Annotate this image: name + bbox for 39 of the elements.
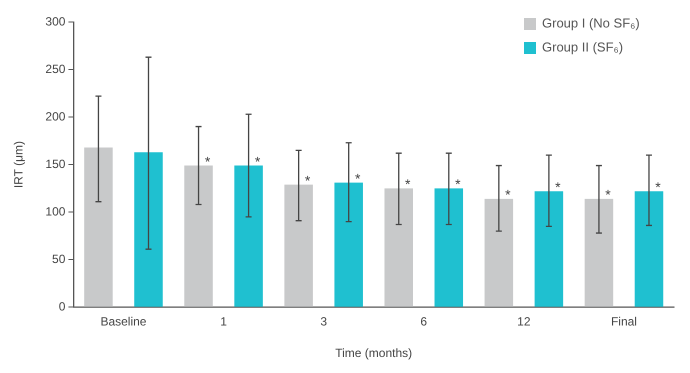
annotation: * [304, 172, 311, 188]
y-tick-label: 250 [45, 62, 66, 76]
bar [134, 152, 163, 307]
x-tick-label: 6 [420, 314, 428, 329]
x-tick-label: Final [610, 314, 637, 329]
bar [584, 198, 614, 307]
bar [534, 191, 564, 307]
bar [334, 182, 363, 307]
y-tick-label: 0 [58, 300, 66, 314]
bar [384, 188, 413, 307]
y-tick-label: 150 [45, 156, 66, 171]
y-tick-label: 300 [45, 14, 66, 28]
x-tick-label: 3 [320, 314, 328, 329]
legend-label: Group II (SF₆) [542, 40, 624, 55]
bar [634, 191, 664, 307]
bar [184, 166, 213, 307]
x-tick-label: 1 [220, 314, 228, 329]
annotation: * [204, 153, 211, 170]
annotation: * [505, 186, 512, 203]
annotation: * [254, 153, 261, 170]
annotation: * [605, 186, 612, 203]
bar [84, 147, 113, 307]
legend-label: Group I (No SF₆) [542, 16, 640, 31]
annotation: * [405, 176, 412, 192]
bar [284, 184, 313, 307]
x-tick-label: Baseline [100, 314, 147, 329]
annotation: * [455, 176, 462, 192]
y-tick-label: 50 [52, 252, 66, 266]
y-axis-title: IRT (μm) [12, 141, 26, 188]
bar [484, 198, 514, 307]
annotation: * [354, 170, 361, 187]
bar [234, 166, 263, 307]
y-tick-label: 200 [45, 109, 66, 124]
y-tick-label: 100 [45, 204, 66, 218]
x-axis-title: Time (months) [335, 346, 412, 360]
x-tick-label: 12 [517, 314, 531, 329]
annotation: * [655, 179, 662, 196]
annotation: * [555, 179, 562, 196]
bar [434, 188, 464, 307]
